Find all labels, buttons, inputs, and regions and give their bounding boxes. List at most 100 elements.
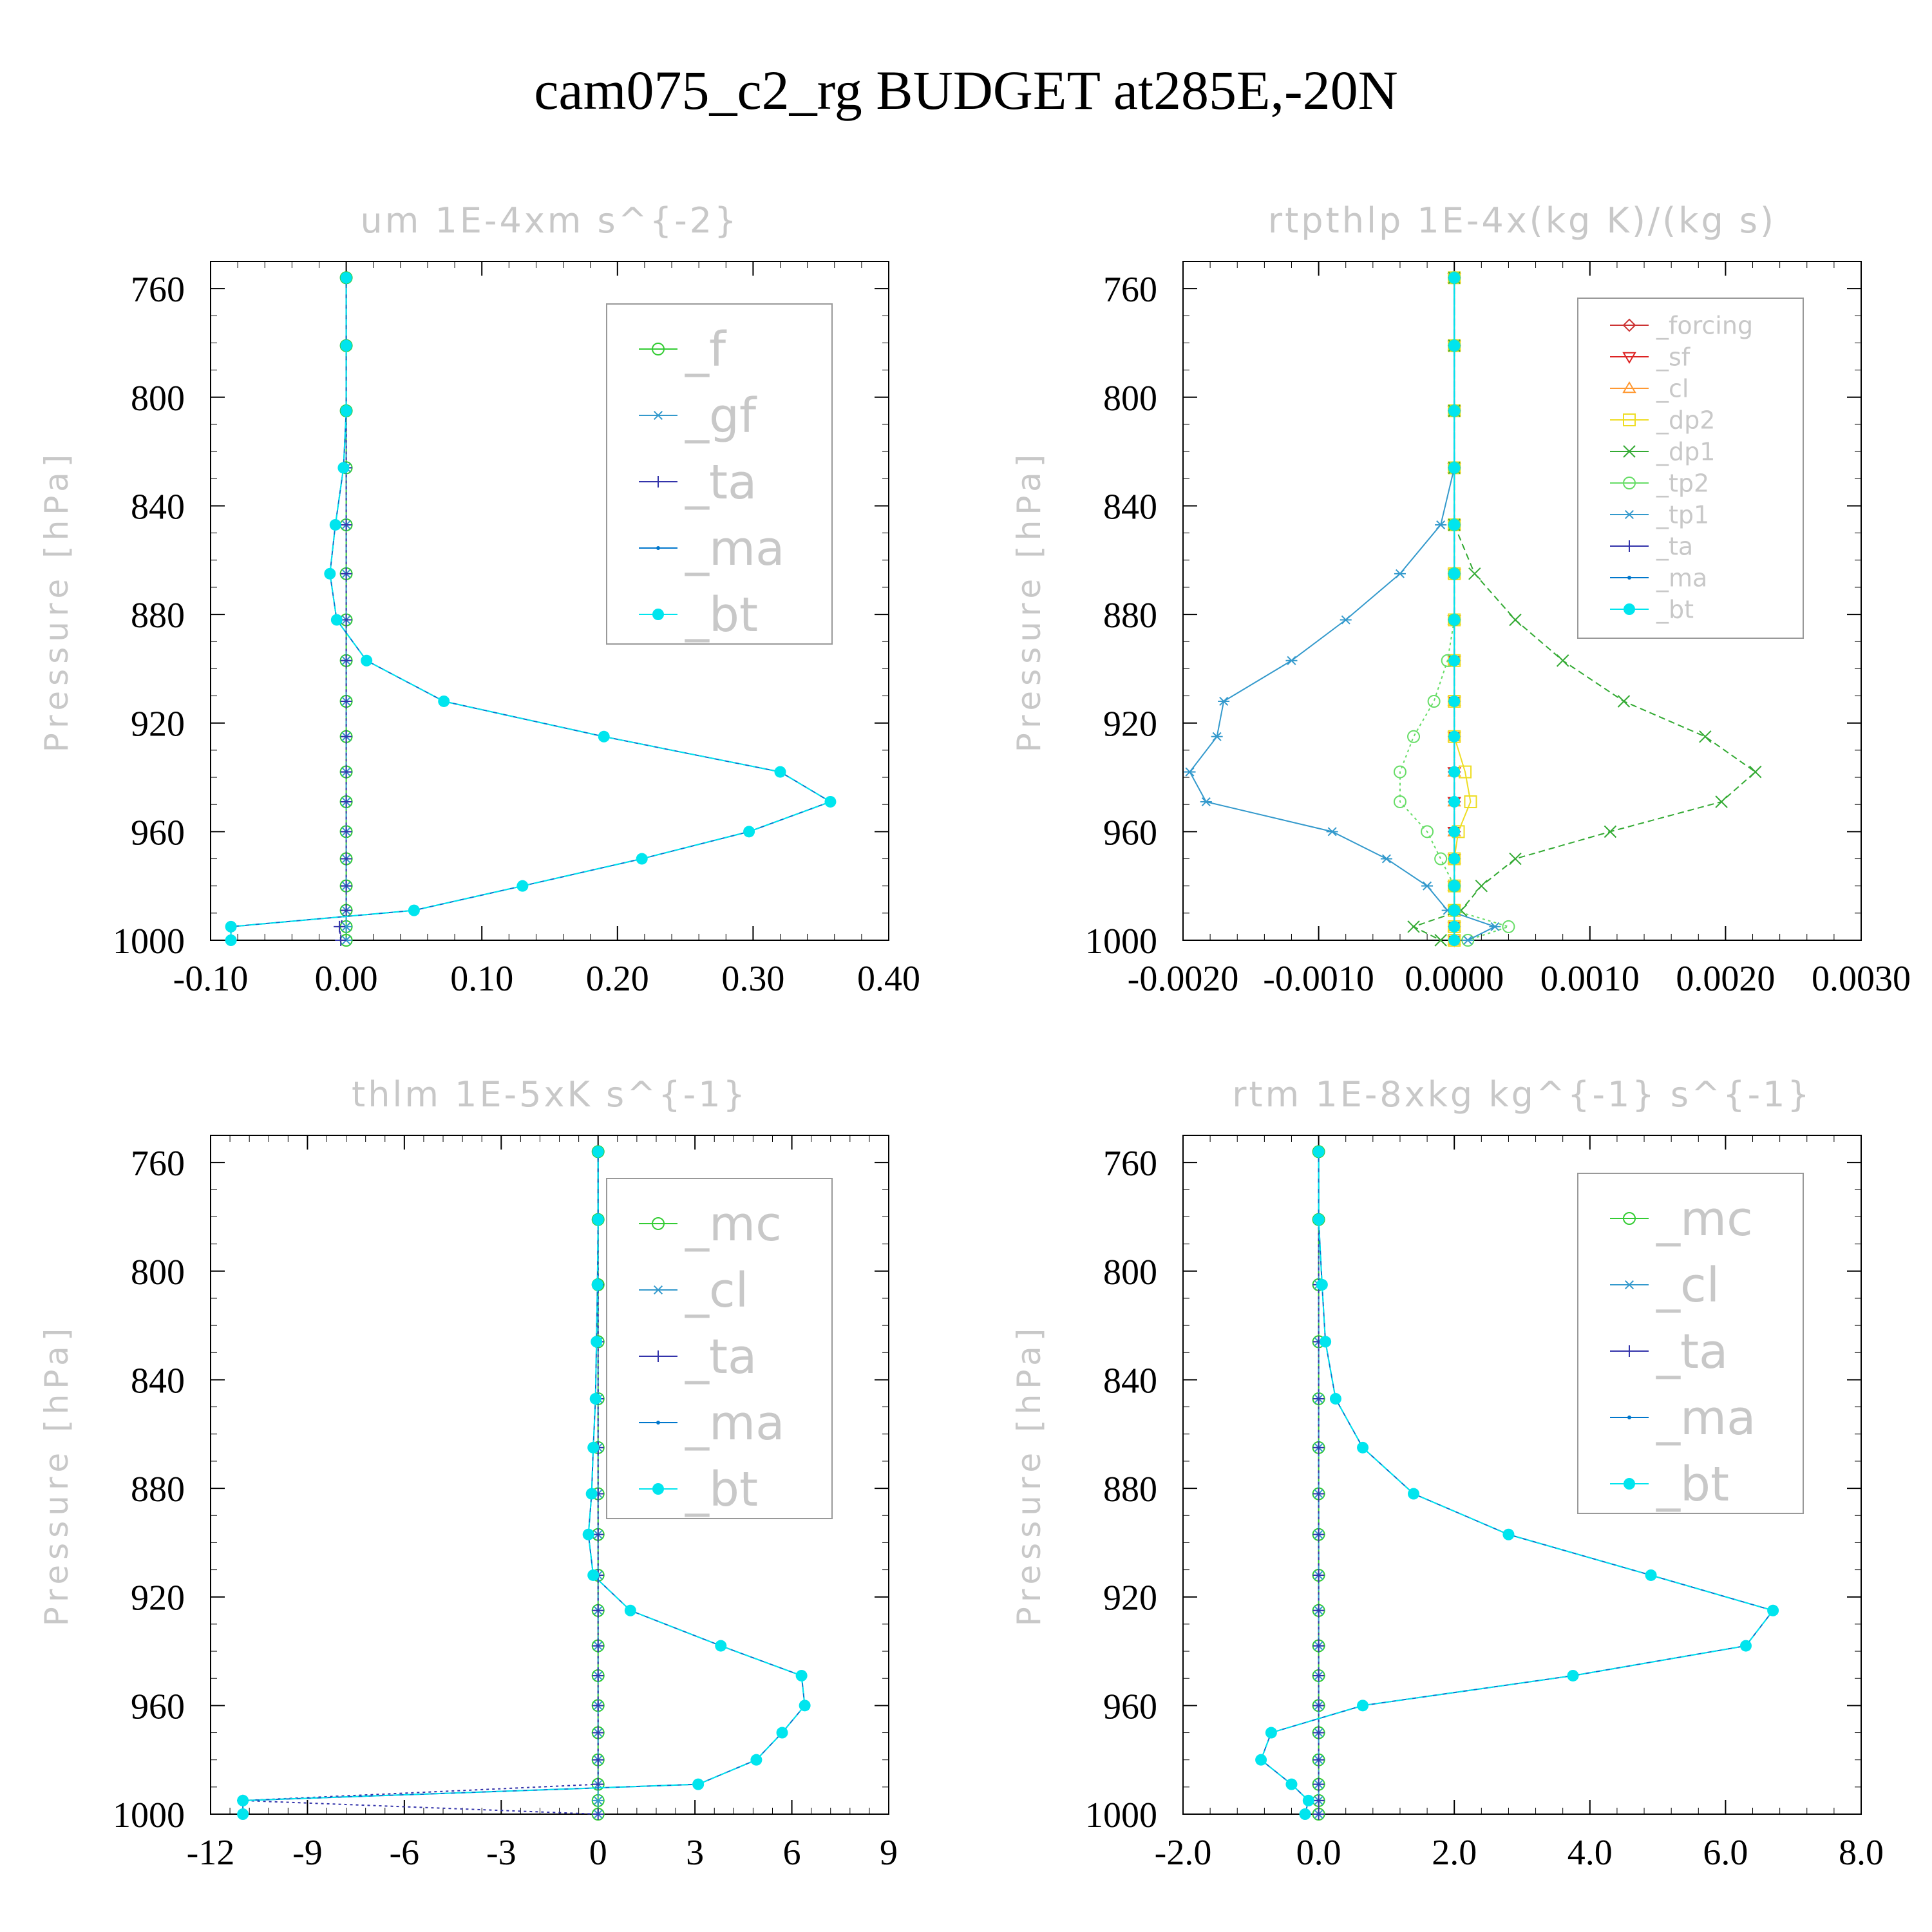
plot-frame	[1182, 261, 1862, 941]
y-tick-label: 880	[131, 1470, 185, 1510]
legend-marker	[1623, 445, 1636, 458]
x-tick-label: 0.0020	[1676, 959, 1775, 999]
legend-marker	[652, 1350, 664, 1362]
data-point	[1184, 767, 1196, 777]
data-point	[1312, 1778, 1325, 1790]
data-point	[330, 614, 343, 626]
x-tick-label: -6	[390, 1833, 420, 1873]
legend-label: _ma	[685, 521, 784, 576]
data-point	[591, 1336, 603, 1348]
data-point	[799, 1700, 811, 1712]
y-tick-label: 840	[131, 1361, 185, 1401]
legend-box	[1577, 1173, 1804, 1514]
y-tick-label: 880	[131, 596, 185, 636]
data-point	[592, 1604, 604, 1616]
plot-frame	[210, 1135, 889, 1815]
legend-marker	[1624, 509, 1635, 520]
x-tick-label: 0.00	[315, 959, 378, 999]
data-point	[1468, 567, 1481, 580]
legend-marker	[1627, 576, 1631, 580]
y-axis-label: Pressure [hPa]	[1010, 1323, 1048, 1627]
x-tick-label: 4.0	[1567, 1833, 1613, 1873]
plot-frame	[1182, 1135, 1862, 1815]
data-point	[585, 1488, 598, 1500]
data-point	[587, 1441, 600, 1454]
x-tick-label: 0.0030	[1812, 959, 1911, 999]
series-line	[1189, 278, 1497, 941]
data-point	[340, 695, 352, 707]
data-point	[1285, 656, 1298, 665]
data-point	[329, 518, 341, 531]
legend-label: _tp2	[1656, 469, 1709, 497]
legend-marker	[652, 1285, 664, 1295]
y-tick-label: 960	[1103, 1687, 1157, 1727]
y-tick-label: 840	[1103, 487, 1157, 527]
data-point	[692, 1778, 705, 1790]
data-point	[1567, 1669, 1579, 1681]
data-point	[225, 934, 237, 946]
data-point	[1556, 654, 1569, 667]
series-bt	[237, 1146, 811, 1820]
data-point	[1448, 518, 1461, 531]
data-point	[1448, 695, 1461, 707]
data-point	[776, 1727, 788, 1739]
data-point	[624, 1604, 636, 1616]
data-point	[592, 1213, 604, 1226]
legend: _forcing _sf _cl _dp2 _dp1 _tp2 _tp1 _ta _ma _bt	[1577, 298, 1804, 639]
x-tick-label: 2.0	[1432, 1833, 1477, 1873]
y-tick-label: 840	[1103, 1361, 1157, 1401]
data-point	[1421, 825, 1434, 838]
data-point	[1448, 654, 1461, 667]
data-point	[1448, 272, 1461, 284]
data-point	[1502, 920, 1515, 933]
data-point	[1340, 615, 1352, 625]
data-point	[1316, 1278, 1328, 1291]
y-tick-label: 920	[131, 1578, 185, 1618]
data-point	[1448, 404, 1461, 417]
series-line	[243, 1151, 599, 1815]
x-tick-label: -9	[292, 1833, 323, 1873]
data-point	[1448, 567, 1461, 580]
legend-marker	[1622, 318, 1636, 332]
data-point	[1329, 1392, 1341, 1405]
legend-marker	[1623, 413, 1636, 426]
x-tick-label: -2.0	[1155, 1833, 1212, 1873]
data-point	[1699, 730, 1712, 743]
x-tick-label: -3	[486, 1833, 516, 1873]
legend-box	[606, 1178, 833, 1519]
data-point	[582, 1528, 594, 1540]
legend-label: _forcing	[1656, 311, 1753, 339]
data-point	[1393, 795, 1406, 808]
data-point	[340, 795, 352, 808]
y-tick-label: 800	[1103, 1253, 1157, 1293]
data-point	[592, 1146, 604, 1158]
data-point	[1489, 922, 1501, 931]
data-point	[1427, 694, 1441, 708]
legend-label: _bt	[685, 587, 758, 643]
data-point	[1448, 795, 1461, 808]
legend-box	[606, 303, 833, 645]
panel-title: rtm 1E-8xkg kg^{-1} s^{-1}	[1232, 1074, 1812, 1115]
series-bt	[225, 272, 837, 946]
data-point	[1434, 852, 1448, 866]
legend-marker	[652, 410, 664, 421]
legend-label: _mc	[685, 1197, 782, 1252]
y-tick-label: 1000	[113, 1795, 185, 1835]
data-point	[1312, 1488, 1325, 1500]
data-point	[1448, 853, 1461, 865]
y-tick-label: 800	[131, 1253, 185, 1293]
panel-4: rtm 1E-8xkg kg^{-1} s^{-1} Pressure [hPa]…	[1010, 1074, 1884, 1873]
legend-label: _ma	[685, 1396, 784, 1451]
x-tick-label: 0.30	[721, 959, 784, 999]
data-point	[340, 339, 352, 352]
y-tick-label: 800	[1103, 379, 1157, 419]
data-point	[1394, 569, 1406, 578]
y-tick-label: 760	[131, 270, 185, 310]
legend-label: _dp2	[1656, 406, 1715, 434]
legend: _f _gf _ta _ma _bt	[606, 303, 833, 645]
legend-marker	[652, 609, 664, 620]
data-point	[516, 880, 529, 892]
panel-title: rtpthlp 1E-4x(kg K)/(kg s)	[1268, 200, 1776, 241]
data-point	[636, 853, 648, 865]
legend-marker	[652, 1483, 664, 1495]
